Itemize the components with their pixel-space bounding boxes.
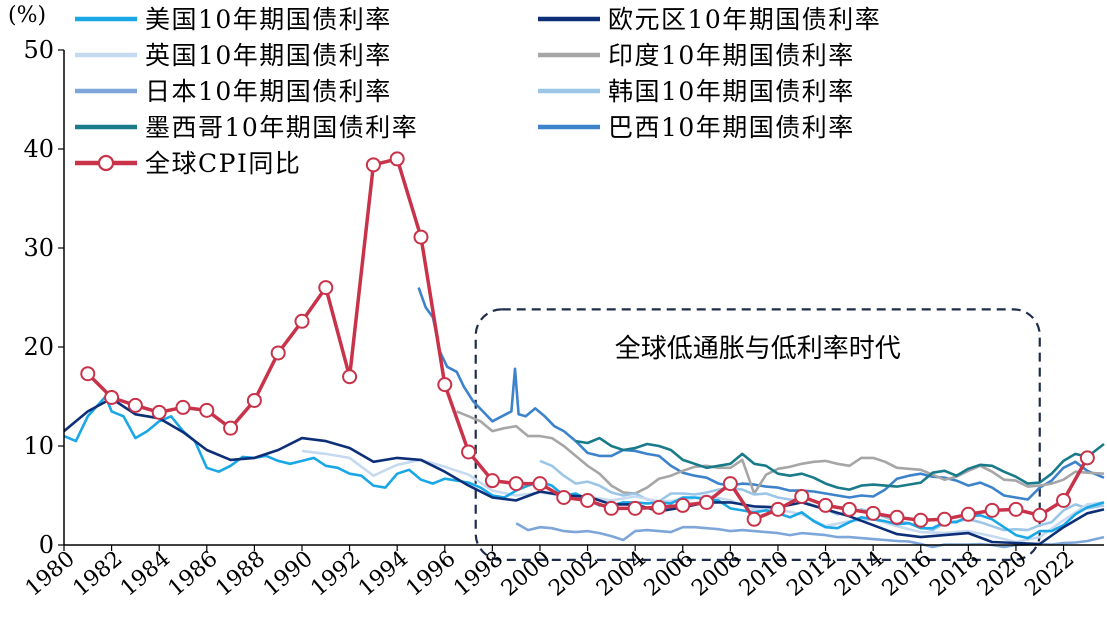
series-point: [270, 345, 286, 361]
x-tick-label: 2004: [592, 546, 651, 601]
series-line: [539, 459, 1105, 532]
x-tick-label: 2018: [925, 546, 984, 601]
legend-label: 英国10年期国债利率: [145, 41, 392, 70]
series-point: [960, 506, 976, 522]
x-tick-label: 1982: [68, 546, 127, 601]
x-tick-label: 2008: [687, 546, 746, 601]
series-point: [437, 377, 453, 393]
legend-label: 美国10年期国债利率: [145, 5, 392, 34]
legend-marker: [97, 154, 115, 172]
x-tick-label: 1998: [449, 546, 508, 601]
y-axis-unit-label: (%): [8, 3, 46, 28]
series-line: [575, 436, 1105, 491]
series-point: [746, 511, 762, 527]
x-tick-label: 2006: [640, 546, 699, 601]
y-tick-label: 50: [23, 36, 54, 64]
series-line: [515, 522, 1105, 549]
x-tick-label: 2002: [544, 546, 603, 601]
series-point: [294, 313, 310, 329]
series-point: [794, 488, 810, 504]
series-point: [913, 512, 929, 528]
series-point: [508, 476, 524, 492]
series-point: [603, 500, 619, 516]
series-point: [651, 499, 667, 515]
x-tick-label: 1988: [211, 546, 270, 601]
y-tick-label: 0: [39, 531, 54, 559]
series-point: [342, 369, 358, 385]
series-point: [175, 399, 191, 415]
series-line: [456, 410, 1105, 495]
series-layer: [63, 151, 1105, 549]
series-point: [80, 366, 96, 382]
x-tick-label: 2010: [735, 546, 794, 601]
x-tick-label: 2016: [878, 546, 937, 601]
series-point: [1056, 492, 1072, 508]
y-tick-label: 10: [23, 432, 54, 460]
series-point: [223, 420, 239, 436]
x-tick-label: 1990: [259, 546, 318, 601]
series-point: [627, 500, 643, 516]
series-point: [699, 494, 715, 510]
series-point: [151, 404, 167, 420]
x-tick-label: 2012: [782, 546, 841, 601]
series-point: [413, 229, 429, 245]
series-point: [937, 511, 953, 527]
x-tick-label: 2022: [1020, 546, 1079, 601]
y-tick-label: 20: [23, 333, 54, 361]
legend-label: 日本10年期国债利率: [145, 77, 392, 106]
series-point: [865, 505, 881, 521]
x-tick-label: 1986: [164, 546, 223, 601]
series-point: [127, 397, 143, 413]
x-tick-label: 2000: [497, 546, 556, 601]
series-point: [532, 476, 548, 492]
legend-label: 印度10年期国债利率: [608, 41, 855, 70]
series-point: [461, 444, 477, 460]
series-point: [1008, 501, 1024, 517]
legend-label: 韩国10年期国债利率: [608, 77, 855, 106]
series-point: [1032, 507, 1048, 523]
series-point: [580, 492, 596, 508]
annotation-label: 全球低通胀与低利率时代: [615, 334, 901, 364]
series-line: [417, 287, 1105, 501]
series-point: [984, 502, 1000, 518]
legend-label: 全球CPI同比: [145, 149, 301, 178]
legend-label: 巴西10年期国债利率: [608, 113, 855, 142]
x-tick-label: 1984: [116, 546, 175, 601]
y-tick-label: 40: [23, 135, 54, 163]
x-tick-label: 2020: [973, 546, 1032, 601]
series-point: [841, 501, 857, 517]
x-tick-label: 1994: [354, 546, 413, 601]
series-point: [1079, 450, 1095, 466]
x-tick-label: 1996: [402, 546, 461, 601]
series-point: [722, 476, 738, 492]
x-tick-label: 1992: [306, 546, 365, 601]
series-point: [889, 509, 905, 525]
series-point: [484, 473, 500, 489]
annotation-box: 全球低通胀与低利率时代: [474, 308, 1041, 561]
series-point: [389, 151, 405, 167]
axes: (%): [8, 3, 1104, 546]
legend-label: 欧元区10年期国债利率: [608, 5, 881, 34]
series-point: [318, 280, 334, 296]
series-point: [199, 402, 215, 418]
series-point: [246, 392, 262, 408]
series-point: [770, 501, 786, 517]
series-point: [556, 489, 572, 505]
series-point: [365, 157, 381, 173]
series-point: [104, 389, 120, 405]
x-tick-label: 2014: [830, 546, 889, 601]
legend-label: 墨西哥10年期国债利率: [145, 113, 418, 142]
series-point: [675, 497, 691, 513]
y-tick-label: 30: [23, 234, 54, 262]
annotation-frame: [474, 308, 1041, 561]
series-point: [818, 497, 834, 513]
